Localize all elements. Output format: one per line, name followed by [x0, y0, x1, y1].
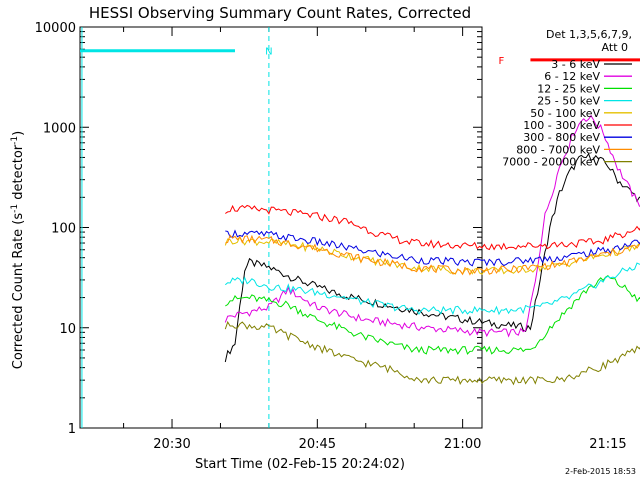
legend-label: 12 - 25 keV: [537, 82, 600, 95]
date-stamp: 2-Feb-2015 18:53: [565, 467, 636, 476]
series-line: [225, 234, 640, 276]
chart-title: HESSI Observing Summary Count Rates, Cor…: [89, 4, 471, 22]
y-axis-label: Corrected Count Rate (s-1 detector-1): [10, 131, 26, 369]
legend-label: 800 - 7000 keV: [516, 143, 600, 156]
y-tick-label: 100: [51, 222, 76, 237]
legend-label: 25 - 50 keV: [537, 95, 600, 108]
series-line: [224, 262, 640, 316]
series-line: [225, 275, 640, 355]
legend-label: 50 - 100 keV: [530, 107, 600, 120]
legend-label: 3 - 6 keV: [551, 58, 600, 71]
series-line: [225, 229, 640, 267]
series-line: [224, 114, 640, 338]
legend-header-line-2: Att 0: [602, 41, 628, 54]
series-line: [224, 152, 640, 363]
flag-label: N: [265, 47, 272, 58]
legend-header-line-1: Det 1,3,5,6,7,9,: [546, 28, 632, 41]
legend-label: 6 - 12 keV: [544, 70, 600, 83]
plot-area: 11010010001000020:3020:4521:0021:1521:30…: [35, 21, 640, 452]
legend-label: 100 - 300 keV: [523, 119, 600, 132]
legend-label: 300 - 800 keV: [523, 131, 600, 144]
series-line: [224, 320, 640, 386]
x-tick-label: 21:00: [444, 437, 481, 452]
y-tick-label: 1: [68, 422, 76, 437]
y-tick-label: 1000: [43, 121, 76, 136]
series-line: [225, 204, 640, 251]
flag-label: F: [498, 56, 504, 67]
legend-label: 7000 - 20000 keV: [502, 156, 600, 169]
series-line: [224, 235, 640, 275]
x-axis-label: Start Time (02-Feb-15 20:24:02): [195, 457, 405, 472]
x-tick-label: 21:15: [589, 437, 626, 452]
y-tick-label: 10000: [35, 21, 76, 36]
plot-frame: [79, 26, 483, 429]
x-tick-label: 20:30: [153, 437, 190, 452]
x-tick-label: 20:45: [299, 437, 336, 452]
y-tick-label: 10: [59, 322, 76, 337]
